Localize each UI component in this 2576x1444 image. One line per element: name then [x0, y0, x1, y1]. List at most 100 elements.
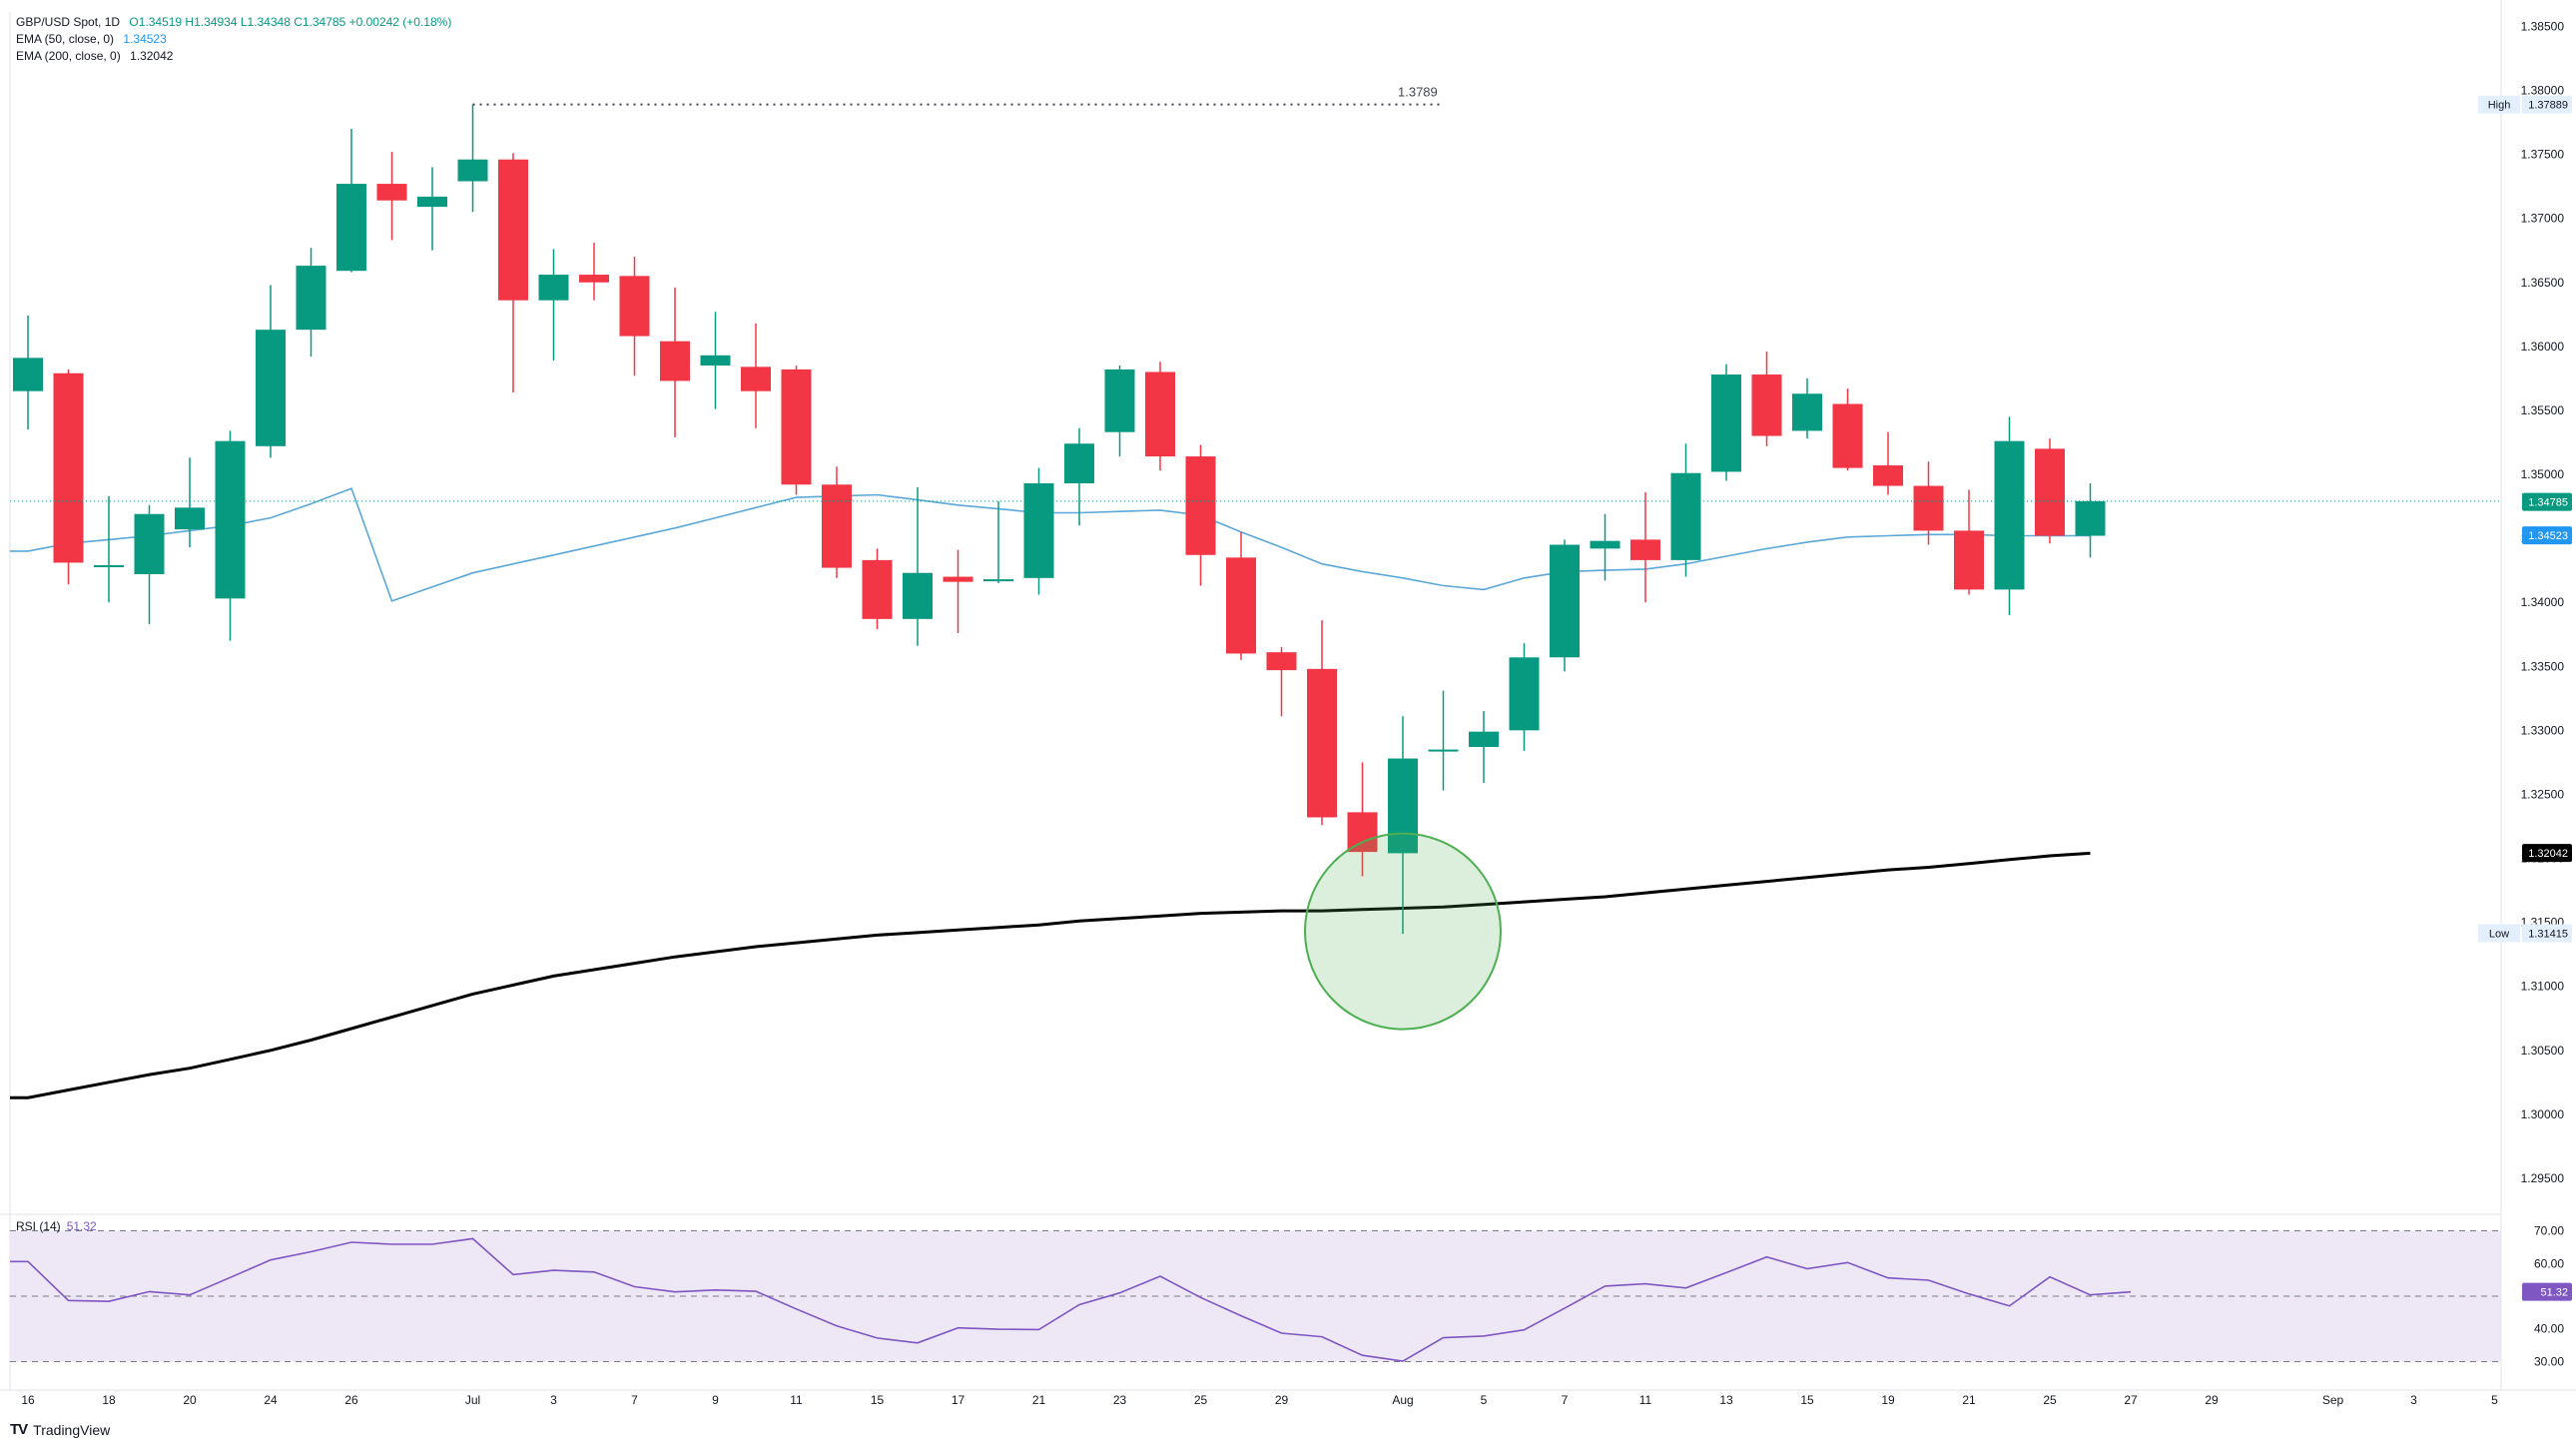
x-tick-label: 23 [1113, 1393, 1127, 1407]
x-tick-label: 7 [1562, 1393, 1569, 1407]
candle-body [1347, 812, 1378, 853]
price-axis[interactable]: 1.295001.300001.305001.310001.315001.320… [2478, 19, 2572, 1185]
x-tick-label: 21 [1962, 1393, 1976, 1407]
axis-value-label: 1.31415 [2528, 929, 2568, 941]
x-tick-label: 13 [1719, 1393, 1733, 1407]
brand-name: TradingView [33, 1421, 111, 1438]
candle-body [457, 159, 488, 182]
candle-body [2035, 448, 2065, 536]
axis-value-label: 1.34785 [2528, 497, 2568, 509]
x-tick-label: 15 [1800, 1393, 1814, 1407]
high-marker-label: 1.3789 [1398, 85, 1438, 100]
candle-body [256, 330, 286, 446]
candle-body [1630, 539, 1660, 560]
candle-body [94, 565, 124, 568]
time-axis[interactable]: 16 18 20 24 26 Jul 3 7 9 11 15 17 21 23 25 29 Aug 5 7 11 13 1… [21, 1393, 2498, 1407]
axis-tag-bg [2478, 95, 2520, 114]
axis-value-label: 1.32042 [2528, 848, 2568, 860]
candle-body [741, 366, 771, 391]
y-tick-label: 1.37500 [2521, 148, 2565, 162]
candle-body [336, 184, 366, 272]
axis-value-bg [2522, 924, 2572, 943]
candle-body [1550, 544, 1580, 658]
ema200-legend[interactable]: EMA (200, close, 0) 1.32042 [16, 48, 457, 65]
candle-body [660, 341, 690, 381]
rsi-legend[interactable]: RSI (14) 51.32 [16, 1219, 97, 1233]
x-tick-label: Sep [2322, 1393, 2344, 1407]
candle-body [1751, 374, 1782, 436]
y-tick-label: 1.36000 [2521, 340, 2565, 354]
x-tick-label: 17 [952, 1393, 966, 1407]
x-tick-label: 26 [344, 1393, 358, 1407]
candle-body [781, 368, 812, 485]
x-tick-label: 29 [1275, 1393, 1289, 1407]
overlay-layer: 1.3789 [10, 85, 2501, 1031]
ohlc-values: O1.34519 H1.34934 L1.34348 C1.34785 +0.0… [129, 15, 452, 29]
candles-layer [13, 104, 2106, 935]
ema50-label: EMA (50, close, 0) [16, 32, 115, 46]
candle-body [619, 276, 650, 337]
tradingview-brand[interactable]: TV TradingView [10, 1421, 110, 1438]
axis-tag-label: High [2488, 100, 2511, 112]
ema50-legend[interactable]: EMA (50, close, 0) 1.34523 [16, 31, 457, 48]
rsi-line [10, 1237, 2132, 1362]
candle-body [1954, 530, 1984, 590]
candle-body [1913, 485, 1944, 531]
y-tick-label: 1.36500 [2521, 276, 2565, 290]
y-tick-label: 1.35000 [2521, 467, 2565, 481]
y-tick-label: 1.33500 [2521, 659, 2565, 673]
symbol-title[interactable]: GBP/USD Spot, 1D [16, 15, 121, 29]
candle-body [1185, 456, 1216, 555]
candle-body [1023, 482, 1054, 578]
candle-body [862, 559, 893, 619]
tradingview-logo-icon: TV [10, 1421, 28, 1438]
axis-value-bg [2522, 492, 2572, 511]
x-tick-label: 24 [264, 1393, 278, 1407]
candle-body [2075, 500, 2106, 536]
candle-body [1711, 374, 1741, 472]
candle-body [1590, 540, 1620, 549]
axis-value-bg [2522, 95, 2572, 114]
x-tick-label: 18 [102, 1393, 116, 1407]
ema200-value: 1.32042 [130, 49, 174, 63]
y-tick-label: 1.33000 [2521, 723, 2565, 737]
candle-body [903, 572, 933, 619]
y-tick-label: 1.30500 [2521, 1044, 2565, 1058]
y-tick-label: 1.38000 [2521, 83, 2565, 97]
x-tick-label: 11 [1639, 1393, 1652, 1407]
axis-value-label: 1.34523 [2528, 530, 2568, 542]
x-tick-label: 16 [21, 1393, 35, 1407]
x-tick-label: 25 [2043, 1393, 2057, 1407]
x-tick-label: 15 [871, 1393, 885, 1407]
axis-value-bg [2522, 526, 2572, 545]
y-tick-label: 1.35500 [2521, 403, 2565, 417]
ema200-label: EMA (200, close, 0) [16, 49, 121, 63]
axis-tag-label: Low [2489, 929, 2509, 941]
candle-body [134, 513, 165, 574]
candle-body [1873, 465, 1903, 486]
x-tick-label: 11 [790, 1393, 803, 1407]
candle-body [13, 358, 43, 391]
candle-body [983, 579, 1013, 582]
x-tick-label: 9 [712, 1393, 719, 1407]
y-tick-label: 1.37000 [2521, 212, 2565, 226]
y-tick-label: 1.38500 [2521, 19, 2565, 33]
y-tick-label: 1.31000 [2521, 980, 2565, 994]
candle-body [1832, 403, 1863, 468]
candle-body [1266, 652, 1297, 671]
x-tick-label: 27 [2124, 1393, 2138, 1407]
chart-legend: GBP/USD Spot, 1D O1.34519 H1.34934 L1.34… [16, 14, 457, 65]
candle-body [1469, 731, 1499, 748]
ema50-value: 1.34523 [123, 32, 167, 46]
candle-body [175, 507, 205, 530]
candle-body [1307, 668, 1337, 818]
axis-value-label: 1.37889 [2528, 100, 2568, 112]
y-tick-label: 1.32500 [2521, 787, 2565, 801]
x-tick-label: 21 [1032, 1393, 1046, 1407]
x-tick-label: Aug [1392, 1393, 1413, 1407]
candle-body [538, 275, 569, 301]
candle-body [822, 484, 852, 568]
axis-value-bg [2522, 844, 2572, 863]
candle-body [498, 159, 528, 301]
